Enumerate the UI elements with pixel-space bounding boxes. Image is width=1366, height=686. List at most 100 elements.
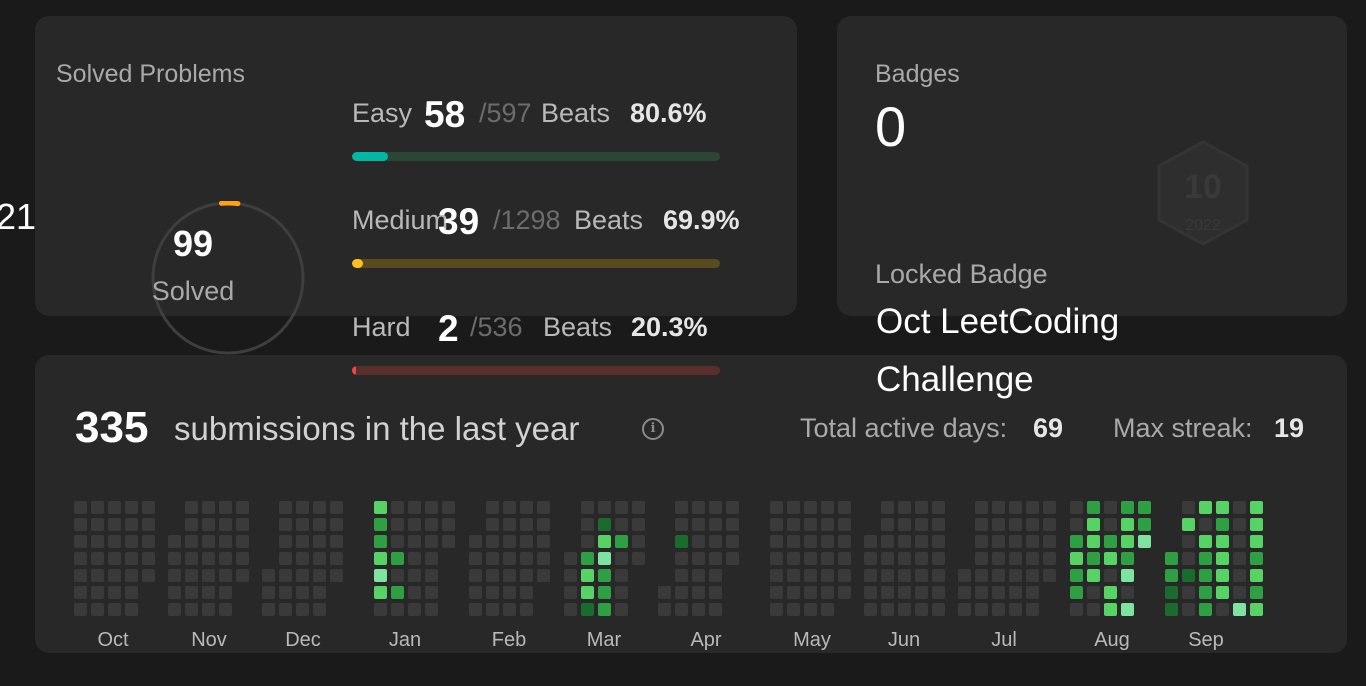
heatmap-cell[interactable] [1250, 535, 1263, 548]
heatmap-cell[interactable] [74, 586, 87, 599]
heatmap-cell[interactable] [408, 603, 421, 616]
heatmap-cell[interactable] [1165, 569, 1178, 582]
heatmap-cell[interactable] [537, 535, 550, 548]
heatmap-cell[interactable] [992, 569, 1005, 582]
heatmap-cell[interactable] [236, 569, 249, 582]
heatmap-cell[interactable] [615, 603, 628, 616]
heatmap-cell[interactable] [864, 535, 877, 548]
heatmap-cell[interactable] [185, 518, 198, 531]
heatmap-cell[interactable] [838, 586, 851, 599]
heatmap-cell[interactable] [821, 552, 834, 565]
heatmap-cell[interactable] [1216, 535, 1229, 548]
heatmap-cell[interactable] [821, 501, 834, 514]
heatmap-cell[interactable] [726, 501, 739, 514]
heatmap-cell[interactable] [91, 552, 104, 565]
heatmap-cell[interactable] [632, 535, 645, 548]
heatmap-cell[interactable] [503, 535, 516, 548]
heatmap-cell[interactable] [391, 552, 404, 565]
heatmap-cell[interactable] [125, 569, 138, 582]
heatmap-cell[interactable] [821, 535, 834, 548]
heatmap-cell[interactable] [675, 501, 688, 514]
heatmap-cell[interactable] [675, 586, 688, 599]
heatmap-cell[interactable] [881, 518, 894, 531]
heatmap-cell[interactable] [615, 586, 628, 599]
heatmap-cell[interactable] [503, 603, 516, 616]
heatmap-cell[interactable] [469, 552, 482, 565]
heatmap-cell[interactable] [881, 535, 894, 548]
heatmap-cell[interactable] [881, 552, 894, 565]
heatmap-cell[interactable] [615, 569, 628, 582]
heatmap-cell[interactable] [898, 586, 911, 599]
heatmap-cell[interactable] [709, 501, 722, 514]
heatmap-cell[interactable] [898, 603, 911, 616]
heatmap-cell[interactable] [581, 501, 594, 514]
heatmap-cell[interactable] [770, 586, 783, 599]
heatmap-cell[interactable] [1009, 518, 1022, 531]
heatmap-cell[interactable] [391, 603, 404, 616]
heatmap-cell[interactable] [74, 501, 87, 514]
heatmap-cell[interactable] [142, 535, 155, 548]
heatmap-cell[interactable] [1216, 586, 1229, 599]
heatmap-cell[interactable] [1043, 569, 1056, 582]
heatmap-cell[interactable] [692, 535, 705, 548]
heatmap-cell[interactable] [787, 569, 800, 582]
heatmap-cell[interactable] [108, 518, 121, 531]
heatmap-cell[interactable] [709, 603, 722, 616]
heatmap-cell[interactable] [692, 552, 705, 565]
heatmap-cell[interactable] [1182, 552, 1195, 565]
heatmap-cell[interactable] [898, 501, 911, 514]
heatmap-cell[interactable] [692, 501, 705, 514]
heatmap-cell[interactable] [408, 501, 421, 514]
heatmap-cell[interactable] [168, 552, 181, 565]
heatmap-cell[interactable] [520, 518, 533, 531]
heatmap-cell[interactable] [804, 586, 817, 599]
heatmap-cell[interactable] [374, 501, 387, 514]
heatmap-cell[interactable] [168, 586, 181, 599]
heatmap-cell[interactable] [1121, 552, 1134, 565]
heatmap-cell[interactable] [881, 501, 894, 514]
heatmap-cell[interactable] [425, 501, 438, 514]
heatmap-cell[interactable] [537, 552, 550, 565]
heatmap-cell[interactable] [821, 518, 834, 531]
heatmap-cell[interactable] [1043, 518, 1056, 531]
heatmap-cell[interactable] [442, 501, 455, 514]
heatmap-cell[interactable] [313, 603, 326, 616]
heatmap-cell[interactable] [125, 501, 138, 514]
heatmap-cell[interactable] [503, 586, 516, 599]
heatmap-cell[interactable] [1216, 552, 1229, 565]
heatmap-cell[interactable] [581, 535, 594, 548]
heatmap-cell[interactable] [692, 603, 705, 616]
heatmap-cell[interactable] [408, 586, 421, 599]
heatmap-cell[interactable] [108, 586, 121, 599]
heatmap-cell[interactable] [374, 569, 387, 582]
heatmap-cell[interactable] [838, 552, 851, 565]
heatmap-cell[interactable] [1216, 603, 1229, 616]
heatmap-cell[interactable] [898, 569, 911, 582]
heatmap-cell[interactable] [91, 569, 104, 582]
heatmap-cell[interactable] [142, 552, 155, 565]
heatmap-cell[interactable] [1199, 552, 1212, 565]
heatmap-cell[interactable] [598, 535, 611, 548]
heatmap-cell[interactable] [1070, 535, 1083, 548]
heatmap-cell[interactable] [279, 569, 292, 582]
heatmap-cell[interactable] [219, 603, 232, 616]
heatmap-cell[interactable] [898, 518, 911, 531]
heatmap-cell[interactable] [1104, 603, 1117, 616]
heatmap-cell[interactable] [709, 586, 722, 599]
heatmap-cell[interactable] [1250, 501, 1263, 514]
heatmap-cell[interactable] [1250, 586, 1263, 599]
heatmap-cell[interactable] [632, 501, 645, 514]
heatmap-cell[interactable] [108, 603, 121, 616]
heatmap-cell[interactable] [770, 501, 783, 514]
heatmap-cell[interactable] [1121, 518, 1134, 531]
heatmap-cell[interactable] [881, 569, 894, 582]
heatmap-cell[interactable] [915, 569, 928, 582]
heatmap-cell[interactable] [74, 569, 87, 582]
heatmap-cell[interactable] [425, 569, 438, 582]
heatmap-cell[interactable] [219, 535, 232, 548]
heatmap-cell[interactable] [598, 603, 611, 616]
heatmap-cell[interactable] [992, 535, 1005, 548]
heatmap-cell[interactable] [1233, 569, 1246, 582]
heatmap-cell[interactable] [1070, 552, 1083, 565]
heatmap-cell[interactable] [581, 518, 594, 531]
